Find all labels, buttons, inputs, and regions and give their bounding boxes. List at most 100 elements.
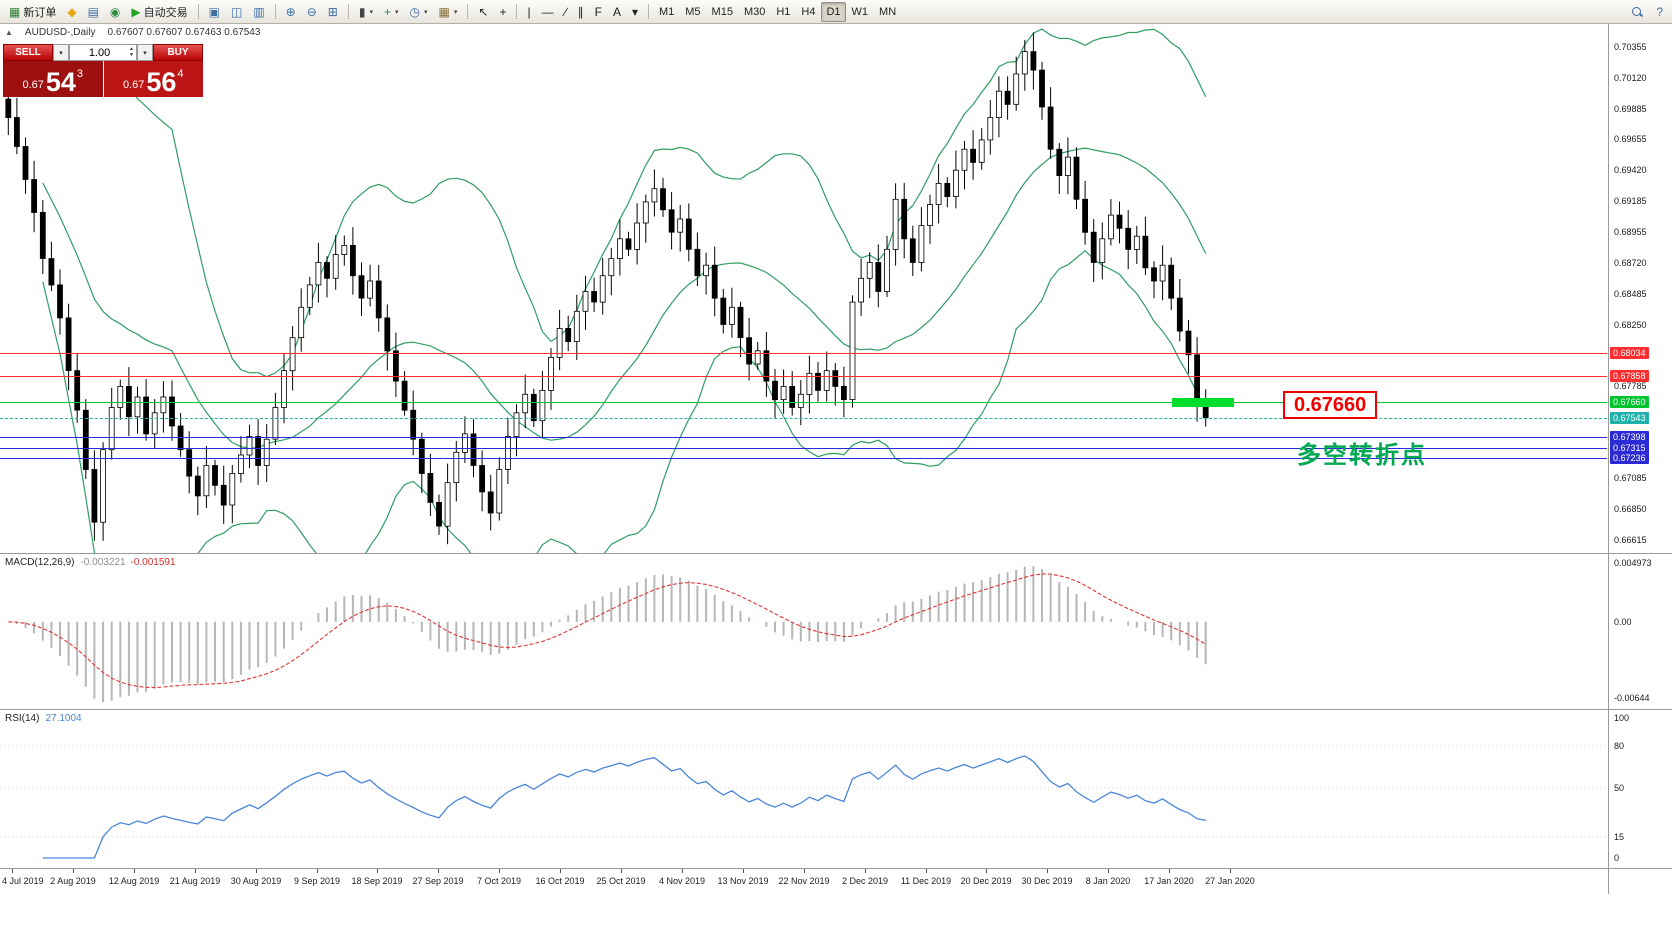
plus-icon: + (383, 4, 391, 19)
time-axis[interactable]: 4 Jul 2019 2 Aug 2019 12 Aug 2019 21 Aug 20… (0, 868, 1672, 894)
volume-field: ▲ ▼ (69, 44, 137, 61)
date-label: 17 Jan 2020 (1144, 876, 1194, 886)
panel-separator[interactable] (0, 553, 1672, 554)
timeframe-mn-button[interactable]: MN (874, 2, 901, 22)
timeframe-m5-button[interactable]: M5 (680, 2, 705, 22)
chart-panel[interactable]: ▲ AUDUSD-,Daily 0.67607 0.67607 0.67463 … (0, 24, 1672, 553)
channel-icon: ∥ (577, 4, 584, 19)
chart-type-button[interactable]: ▮ ▾ (354, 2, 378, 22)
price-annotation[interactable]: 0.67660 (1283, 391, 1378, 419)
sell-options-dropdown[interactable]: ▾ (53, 44, 69, 61)
rsi-chart[interactable] (0, 710, 1608, 868)
buy-price-button[interactable]: 0.67 56 4 (103, 61, 203, 97)
timeframe-w1-button[interactable]: W1 (847, 2, 874, 22)
buy-button[interactable]: BUY (153, 44, 203, 61)
periods-button-dropdown-icon[interactable]: ▾ (424, 8, 428, 16)
date-label: 4 Nov 2019 (658, 876, 706, 886)
support-line-2[interactable] (0, 447, 1607, 449)
zoom-out-button[interactable]: ⊖ (302, 2, 322, 22)
timeframe-m30-button[interactable]: M30 (739, 2, 770, 22)
resistance-line-1-label: 0.68034 (1610, 347, 1649, 359)
sell-button[interactable]: SELL (3, 44, 53, 61)
toolbar-separator (647, 4, 649, 19)
panel-separator[interactable] (0, 709, 1672, 710)
help-button[interactable]: ? (1651, 2, 1668, 22)
rsi-scale-label: 50 (1614, 783, 1625, 793)
autotrading-button[interactable]: ▶ 自动交易 (126, 2, 192, 22)
periods-button[interactable]: ◷ ▾ (405, 2, 433, 22)
arrows-button[interactable]: ▾ (627, 2, 643, 22)
sell-price-prefix: 0.67 (22, 79, 44, 91)
tile-windows-button[interactable]: ▣ (204, 2, 225, 22)
cursor-button[interactable]: ↖ (473, 2, 493, 22)
macd-panel[interactable]: MACD(12,26,9) -0.003221 -0.001591 0.004973… (0, 554, 1672, 709)
symbol-search-button[interactable] (1626, 2, 1648, 22)
new-order-button[interactable]: ▦ 新订单 (4, 2, 61, 22)
green-highlight-bar[interactable] (1172, 398, 1234, 407)
fibonacci-button[interactable]: F (590, 2, 607, 22)
market-button[interactable]: ◉ (105, 2, 125, 22)
arrange-windows-button[interactable]: ▥ (248, 2, 269, 22)
support-line-3-label: 0.67236 (1610, 452, 1649, 465)
indicators-button[interactable]: + ▾ (379, 2, 404, 22)
timeframe-h1-button[interactable]: H1 (771, 2, 795, 22)
timeframe-m15-button[interactable]: M15 (707, 2, 738, 22)
toolbar-separator (516, 4, 518, 19)
support-line-1-label: 0.67398 (1610, 430, 1649, 443)
mql5-community-button[interactable]: ◆ (62, 2, 81, 22)
arrange-windows-icon: ▥ (253, 4, 265, 19)
text-button[interactable]: A (608, 2, 626, 22)
toolbar-group: ↖ + (473, 2, 511, 22)
macd-chart[interactable] (0, 554, 1608, 709)
timeframe-m1-button[interactable]: M1 (654, 2, 679, 22)
tile-grid-button[interactable]: ⊞ (323, 2, 343, 22)
support-line-3[interactable] (0, 458, 1607, 460)
rsi-scale[interactable]: 100 80 50 15 0 (1608, 710, 1672, 868)
chart-type-button-dropdown-icon[interactable]: ▾ (369, 8, 373, 16)
templates-button-dropdown-icon[interactable]: ▾ (453, 8, 458, 16)
indicators-button-dropdown-icon[interactable]: ▾ (395, 8, 399, 16)
timeframe-m15-button-label: M15 (711, 5, 733, 18)
volume-spinner[interactable]: ▲ ▼ (129, 46, 136, 58)
vertical-line-button[interactable]: | (522, 2, 535, 22)
one-click-trading-panel: SELL ▾ ▲ ▼ ▾ BUY 0.67 54 3 0.67 56 4 (3, 44, 203, 97)
trendline-icon: ∕ (564, 4, 567, 19)
date-label: 27 Sep 2019 (412, 876, 464, 886)
cascade-windows-icon: ◫ (230, 4, 243, 19)
bid-price-line[interactable] (0, 417, 1607, 419)
trendline-button[interactable]: ∕ (560, 2, 572, 22)
play-icon: ▶ (131, 4, 141, 19)
spinner-up-icon[interactable]: ▲ (129, 46, 134, 52)
date-label: 4 Jul 2019 (2, 876, 44, 886)
price-scale-label: 0.67085 (1614, 473, 1647, 483)
zoom-out-icon: ⊖ (306, 4, 317, 19)
timeframe-h4-button[interactable]: H4 (796, 2, 820, 22)
cascade-windows-button[interactable]: ◫ (226, 2, 247, 22)
charts-button[interactable]: ▤ (83, 2, 104, 22)
toolbar-right: ? (1626, 2, 1668, 22)
price-scale[interactable]: 0.70355 0.70120 0.69885 0.69655 0.69420 0.691… (1608, 24, 1672, 553)
support-line-1[interactable] (0, 436, 1607, 438)
crosshair-button[interactable]: + (494, 2, 511, 22)
macd-label: MACD(12,26,9) -0.003221 -0.001591 (5, 557, 176, 568)
templates-button[interactable]: ▦ ▾ (434, 2, 463, 22)
resistance-line-1[interactable] (0, 353, 1607, 354)
pivot-line-label: 0.67660 (1610, 396, 1649, 409)
time-axis-tick (1108, 869, 1109, 873)
volume-input[interactable] (70, 46, 130, 59)
buy-options-dropdown[interactable]: ▾ (137, 44, 153, 61)
pivot-line[interactable] (0, 402, 1607, 404)
vertical-line-icon: | (527, 4, 531, 19)
spinner-down-icon[interactable]: ▼ (129, 51, 134, 58)
channel-button[interactable]: ∥ (573, 2, 589, 22)
candlestick-chart[interactable] (0, 24, 1608, 553)
horizontal-line-button[interactable]: — (537, 2, 559, 22)
resistance-line-2[interactable] (0, 376, 1607, 378)
sell-price-button[interactable]: 0.67 54 3 (3, 61, 103, 97)
rsi-panel[interactable]: RSI(14) 27.1004 100 80 50 15 0 (0, 710, 1672, 868)
note-annotation[interactable]: 多空转折点 (1297, 442, 1427, 469)
macd-scale[interactable]: 0.004973 0.00 -0.00644 (1608, 554, 1672, 709)
one-click-expander-icon[interactable]: ▲ (5, 28, 13, 37)
zoom-in-button[interactable]: ⊕ (281, 2, 301, 22)
timeframe-d1-button[interactable]: D1 (821, 1, 846, 22)
